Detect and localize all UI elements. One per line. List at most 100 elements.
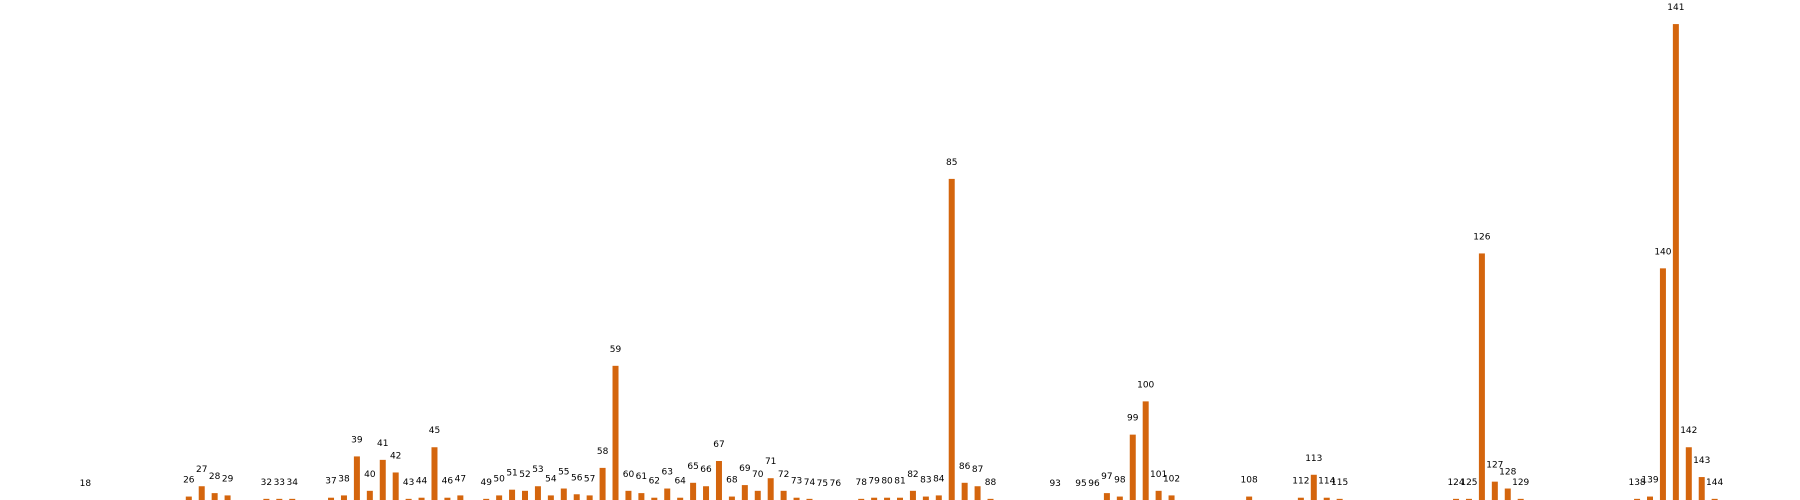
bar: [405, 498, 412, 500]
bar-label: 124: [1447, 478, 1464, 488]
bar-label: 108: [1241, 476, 1258, 486]
bar-label: 55: [558, 468, 569, 478]
bar: [651, 497, 658, 500]
bar: [884, 497, 891, 500]
bar: [289, 498, 296, 500]
bar: [1168, 495, 1175, 500]
bar-label: 96: [1088, 479, 1100, 489]
bar: [560, 488, 567, 500]
bar: [1711, 498, 1718, 500]
bar-label: 100: [1137, 380, 1154, 390]
bar-label: 34: [287, 478, 299, 488]
bar-label: 86: [959, 462, 971, 472]
bar-label: 139: [1641, 476, 1658, 486]
bar-label: 59: [610, 345, 622, 355]
bar: [1465, 498, 1472, 500]
bar: [392, 472, 399, 500]
bar: [483, 498, 490, 500]
bar: [263, 498, 270, 500]
bar-label: 46: [442, 477, 454, 487]
bar-label: 73: [791, 477, 802, 487]
bar-label: 70: [752, 470, 764, 480]
bar-label: 129: [1512, 478, 1529, 488]
bar: [935, 495, 942, 500]
bar-label: 93: [1049, 479, 1060, 489]
bar: [909, 490, 916, 500]
bar: [1297, 497, 1304, 500]
bar: [418, 497, 425, 500]
bar: [1336, 498, 1343, 500]
bar-label: 71: [765, 457, 776, 467]
bar-label: 142: [1680, 426, 1697, 436]
bar: [897, 497, 903, 500]
bar: [664, 488, 671, 500]
bar: [1659, 268, 1666, 500]
bar: [974, 486, 981, 500]
bar: [612, 365, 619, 500]
bar-label: 43: [403, 478, 414, 488]
bar-label: 140: [1654, 247, 1671, 257]
bar: [353, 456, 360, 500]
bar: [496, 495, 503, 500]
bar: [677, 497, 684, 500]
bar-label: 45: [429, 426, 440, 436]
bar: [858, 498, 865, 500]
bar-label: 60: [623, 470, 635, 480]
bar-label: 115: [1331, 478, 1348, 488]
bar: [534, 486, 541, 500]
bar: [522, 490, 528, 500]
bar: [431, 447, 438, 500]
bar: [586, 495, 593, 500]
bar-label: 125: [1460, 478, 1477, 488]
bar-label: 64: [674, 477, 686, 487]
bar-label: 80: [881, 477, 893, 487]
bar-label: 65: [687, 462, 698, 472]
bar: [1698, 477, 1705, 500]
bar-label: 29: [222, 474, 234, 484]
bar-label: 126: [1473, 232, 1490, 242]
bar: [1142, 401, 1149, 500]
bar-label: 101: [1150, 470, 1167, 480]
bar-label: 51: [506, 469, 517, 479]
bar-label: 98: [1114, 476, 1126, 486]
bar-label: 79: [868, 477, 880, 487]
bar-label: 62: [649, 477, 660, 487]
bar-label: 76: [830, 479, 842, 489]
bar-label: 27: [196, 465, 207, 475]
bar: [728, 496, 735, 500]
bar: [379, 459, 386, 500]
bar: [987, 498, 994, 500]
bar: [1504, 488, 1511, 500]
bar-label: 33: [274, 478, 285, 488]
bar-label: 99: [1127, 414, 1139, 424]
bar-label: 143: [1693, 456, 1710, 466]
bar-label: 83: [920, 476, 931, 486]
bar-label: 144: [1706, 478, 1723, 488]
bar-label: 50: [493, 474, 505, 484]
bar: [922, 496, 929, 500]
bar: [806, 498, 813, 500]
bar-label: 32: [261, 478, 272, 488]
bar: [211, 493, 218, 500]
bar: [1129, 434, 1136, 500]
bar: [1323, 497, 1330, 500]
bar: [625, 490, 632, 500]
bar-label: 112: [1292, 477, 1309, 487]
bar-label: 66: [700, 465, 712, 475]
bar: [1685, 447, 1692, 500]
bar: [780, 490, 787, 500]
bar: [509, 489, 516, 500]
bar-label: 18: [80, 479, 92, 489]
bar-label: 38: [338, 474, 350, 484]
bar-label: 81: [894, 477, 905, 487]
bar: [715, 461, 722, 500]
bar-label: 68: [726, 476, 738, 486]
bar: [276, 498, 283, 500]
bar-label: 138: [1628, 478, 1645, 488]
bar-label: 41: [377, 439, 388, 449]
bar: [185, 496, 192, 500]
bar: [1103, 493, 1110, 500]
bar-label: 113: [1305, 454, 1322, 464]
bar: [1634, 498, 1641, 500]
bar-label: 75: [817, 479, 828, 489]
